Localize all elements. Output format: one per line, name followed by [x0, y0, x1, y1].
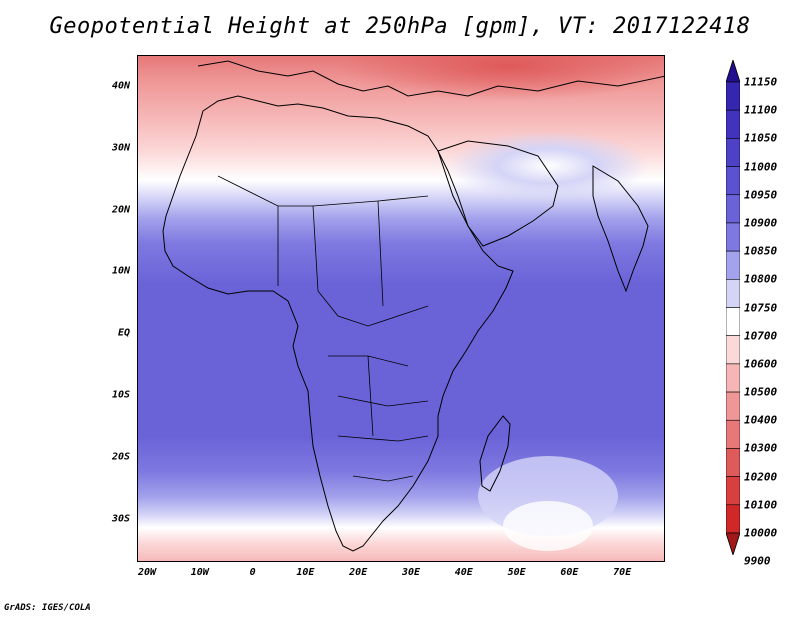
- colorbar-label: 10400: [744, 413, 778, 427]
- colorbar-label: 10850: [744, 244, 778, 258]
- colorbar-segment: [726, 307, 740, 336]
- lat-label: 40N: [111, 80, 130, 92]
- colorbar-label: 9900: [744, 554, 771, 568]
- credit-text: GrADS: IGES/COLA: [4, 603, 91, 613]
- lat-label: 10S: [111, 389, 130, 401]
- colorbar-segment: [726, 138, 740, 167]
- colorbar-segment: [726, 504, 740, 534]
- colorbar-segment: [726, 419, 740, 449]
- lon-label: 10W: [190, 567, 209, 578]
- madagascar-outline: [479, 415, 511, 492]
- lon-label: 70E: [613, 567, 632, 578]
- colorbar-segment: [726, 391, 740, 421]
- europe-coastline: [197, 60, 664, 97]
- lon-label: 50E: [507, 567, 526, 578]
- colorbar-label: 10800: [744, 272, 778, 286]
- country-borders: [217, 175, 429, 482]
- colorbar-segment: [726, 476, 740, 506]
- colorbar-label: 10100: [744, 498, 778, 512]
- india-outline: [592, 165, 649, 293]
- colorbar-segment: [726, 279, 740, 308]
- lat-label: EQ: [117, 327, 130, 339]
- colorbar-label: 10500: [744, 385, 778, 399]
- high-region-north: [338, 56, 664, 101]
- colorbar-bottom-arrow: [726, 532, 740, 555]
- lon-label: 10E: [296, 567, 315, 578]
- lat-label: 30S: [111, 513, 130, 525]
- south-indian-bulge-inner: [503, 501, 593, 551]
- lat-label: 20S: [111, 451, 130, 463]
- colorbar-label: 11150: [744, 75, 778, 89]
- colorbar-segment: [726, 363, 740, 393]
- colorbar-label: 10600: [744, 357, 778, 371]
- lon-label: 20W: [137, 567, 157, 578]
- lat-label: 30N: [111, 142, 130, 154]
- colorbar-segment: [726, 448, 740, 477]
- chart-title: Geopotential Height at 250hPa [gpm], VT:…: [49, 14, 751, 39]
- colorbar-label: 10300: [744, 441, 778, 455]
- colorbar-label: 11100: [744, 103, 778, 117]
- colorbar-label: 10750: [744, 301, 778, 314]
- colorbar-segment: [726, 335, 740, 365]
- colorbar-segment: [726, 222, 740, 252]
- arabia-outline: [437, 140, 559, 247]
- lon-label: 60E: [560, 567, 579, 578]
- arabian-ridge: [448, 131, 648, 201]
- colorbar-label: 10700: [744, 329, 778, 343]
- lon-label: 30E: [401, 567, 421, 578]
- colorbar-segment: [726, 109, 740, 139]
- africa-coastline: [162, 95, 514, 552]
- colorbar-segment: [726, 194, 740, 224]
- colorbar-segment: [726, 166, 740, 196]
- colorbar-label: 10950: [744, 188, 778, 202]
- colorbar-label: 11000: [744, 160, 778, 174]
- colorbar-top-arrow: [726, 60, 740, 83]
- colorbar-label: 10200: [744, 470, 778, 484]
- lon-label: 20E: [349, 567, 368, 578]
- colorbar-label: 11050: [744, 131, 778, 145]
- lon-label: 40E: [454, 567, 473, 578]
- colorbar: [726, 60, 740, 555]
- map-plot-area: [137, 55, 665, 562]
- colorbar-segment: [726, 81, 740, 111]
- geopotential-field: [138, 56, 664, 561]
- colorbar-label: 10900: [744, 216, 778, 230]
- colorbar-label: 10000: [744, 526, 778, 540]
- lon-label: 0: [249, 567, 256, 578]
- colorbar-segment: [726, 250, 740, 280]
- lat-label: 20N: [111, 204, 130, 216]
- lat-label: 10N: [111, 265, 130, 277]
